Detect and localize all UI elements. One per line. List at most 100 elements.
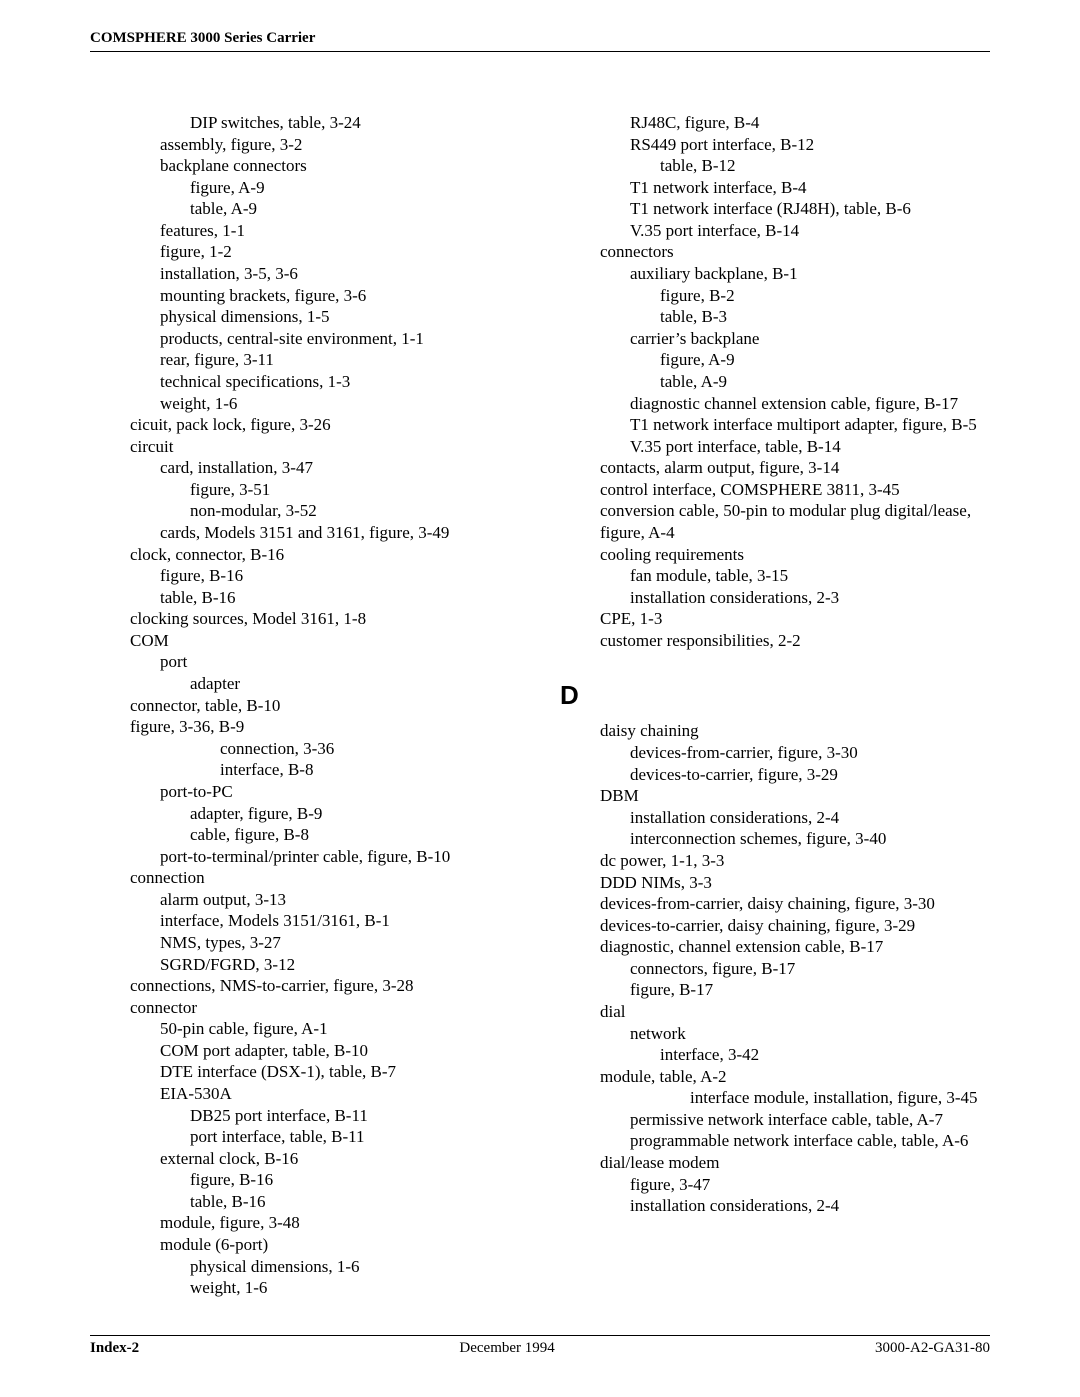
index-entry: table, B-3 [660, 306, 990, 328]
footer-row: Index-2 December 1994 3000-A2-GA31-80 [90, 1340, 990, 1357]
index-entry: dial/lease modem [600, 1152, 990, 1174]
index-entry: figure, 3-51 [190, 479, 520, 501]
index-entry: CPE, 1-3 [600, 608, 990, 630]
index-entry: 50-pin cable, figure, A-1 [160, 1018, 520, 1040]
index-entry: installation, 3-5, 3-6 [160, 263, 520, 285]
index-entry: COM port adapter, table, B-10 [160, 1040, 520, 1062]
index-entry: physical dimensions, 1-5 [160, 306, 520, 328]
index-entry: circuit [130, 436, 520, 458]
index-columns: DIP switches, table, 3-24assembly, figur… [90, 112, 990, 1299]
index-entry: table, B-12 [660, 155, 990, 177]
index-entry: rear, figure, 3-11 [160, 349, 520, 371]
index-entry: DIP switches, table, 3-24 [190, 112, 520, 134]
index-entry: port-to-PC [160, 781, 520, 803]
index-entry: port-to-terminal/printer cable, figure, … [160, 846, 520, 868]
footer-page: Index-2 [90, 1340, 139, 1357]
page-footer: Index-2 December 1994 3000-A2-GA31-80 [90, 1327, 990, 1357]
index-right-d: daisy chainingdevices-from-carrier, figu… [560, 720, 990, 1216]
index-entry: cards, Models 3151 and 3161, figure, 3-4… [160, 522, 520, 544]
index-entry: figure, A-9 [190, 177, 520, 199]
index-entry: cooling requirements [600, 544, 990, 566]
index-entry: DTE interface (DSX-1), table, B-7 [160, 1061, 520, 1083]
index-entry: figure, B-16 [160, 565, 520, 587]
index-entry: V.35 port interface, table, B-14 [630, 436, 990, 458]
index-entry: devices-to-carrier, figure, 3-29 [630, 764, 990, 786]
index-entry: adapter, figure, B-9 [190, 803, 520, 825]
index-entry: figure, B-2 [660, 285, 990, 307]
index-entry: permissive network interface cable, tabl… [630, 1109, 990, 1131]
index-entry: conversion cable, 50-pin to modular plug… [600, 500, 990, 543]
footer-docid: 3000-A2-GA31-80 [875, 1340, 990, 1357]
index-entry: connection, 3-36 [220, 738, 520, 760]
index-entry: non-modular, 3-52 [190, 500, 520, 522]
index-entry: figure, 1-2 [160, 241, 520, 263]
index-entry: interface, 3-42 [660, 1044, 990, 1066]
index-entry: connections, NMS-to-carrier, figure, 3-2… [130, 975, 520, 997]
index-section-d: D [560, 679, 990, 712]
index-entry: module (6-port) [160, 1234, 520, 1256]
index-entry: backplane connectors [160, 155, 520, 177]
index-entry: interface, B-8 [220, 759, 520, 781]
index-entry: T1 network interface (RJ48H), table, B-6 [630, 198, 990, 220]
index-entry: installation considerations, 2-3 [630, 587, 990, 609]
index-column-right: RJ48C, figure, B-4RS449 port interface, … [560, 112, 990, 1299]
index-entry: figure, A-9 [660, 349, 990, 371]
index-entry: features, 1-1 [160, 220, 520, 242]
index-entry: NMS, types, 3-27 [160, 932, 520, 954]
footer-rule [90, 1335, 990, 1336]
index-entry: external clock, B-16 [160, 1148, 520, 1170]
index-entry: connector, table, B-10 [130, 695, 520, 717]
index-entry: weight, 1-6 [190, 1277, 520, 1299]
index-entry: control interface, COMSPHERE 3811, 3-45 [600, 479, 990, 501]
index-entry: figure, 3-47 [630, 1174, 990, 1196]
index-entry: installation considerations, 2-4 [630, 807, 990, 829]
index-entry: connector [130, 997, 520, 1019]
index-entry: installation considerations, 2-4 [630, 1195, 990, 1217]
header-title: COMSPHERE 3000 Series Carrier [90, 30, 990, 51]
index-entry: auxiliary backplane, B-1 [630, 263, 990, 285]
index-entry: products, central-site environment, 1-1 [160, 328, 520, 350]
index-entry: mounting brackets, figure, 3-6 [160, 285, 520, 307]
index-entry: T1 network interface multiport adapter, … [630, 414, 990, 436]
index-entry: table, A-9 [660, 371, 990, 393]
index-entry: table, A-9 [190, 198, 520, 220]
index-entry: table, B-16 [160, 587, 520, 609]
header-rule [90, 51, 990, 52]
index-entry: interface, Models 3151/3161, B-1 [160, 910, 520, 932]
index-entry: figure, B-17 [630, 979, 990, 1001]
index-entry: daisy chaining [600, 720, 990, 742]
index-entry: interface module, installation, figure, … [690, 1087, 990, 1109]
index-entry: card, installation, 3-47 [160, 457, 520, 479]
index-entry: cable, figure, B-8 [190, 824, 520, 846]
index-entry: connection [130, 867, 520, 889]
index-entry: programmable network interface cable, ta… [630, 1130, 990, 1152]
index-entry: technical specifications, 1-3 [160, 371, 520, 393]
page: COMSPHERE 3000 Series Carrier DIP switch… [0, 0, 1080, 1397]
index-entry: assembly, figure, 3-2 [160, 134, 520, 156]
index-entry: devices-from-carrier, figure, 3-30 [630, 742, 990, 764]
index-entry: SGRD/FGRD, 3-12 [160, 954, 520, 976]
index-entry: alarm output, 3-13 [160, 889, 520, 911]
index-entry: network [630, 1023, 990, 1045]
index-entry: adapter [190, 673, 520, 695]
index-entry: diagnostic, channel extension cable, B-1… [600, 936, 990, 958]
index-entry: T1 network interface, B-4 [630, 177, 990, 199]
index-entry: DBM [600, 785, 990, 807]
index-entry: connectors, figure, B-17 [630, 958, 990, 980]
footer-date: December 1994 [459, 1340, 554, 1357]
index-entry: weight, 1-6 [160, 393, 520, 415]
index-entry: port interface, table, B-11 [190, 1126, 520, 1148]
index-entry: COM [130, 630, 520, 652]
index-entry: interconnection schemes, figure, 3-40 [630, 828, 990, 850]
index-entry: RS449 port interface, B-12 [630, 134, 990, 156]
index-entry: DDD NIMs, 3-3 [600, 872, 990, 894]
index-entry: fan module, table, 3-15 [630, 565, 990, 587]
index-entry: physical dimensions, 1-6 [190, 1256, 520, 1278]
index-entry: devices-to-carrier, daisy chaining, figu… [600, 915, 990, 937]
index-entry: clock, connector, B-16 [130, 544, 520, 566]
index-entry: EIA-530A [160, 1083, 520, 1105]
index-entry: V.35 port interface, B-14 [630, 220, 990, 242]
index-entry: cicuit, pack lock, figure, 3-26 [130, 414, 520, 436]
index-entry: dc power, 1-1, 3-3 [600, 850, 990, 872]
index-entry: module, figure, 3-48 [160, 1212, 520, 1234]
